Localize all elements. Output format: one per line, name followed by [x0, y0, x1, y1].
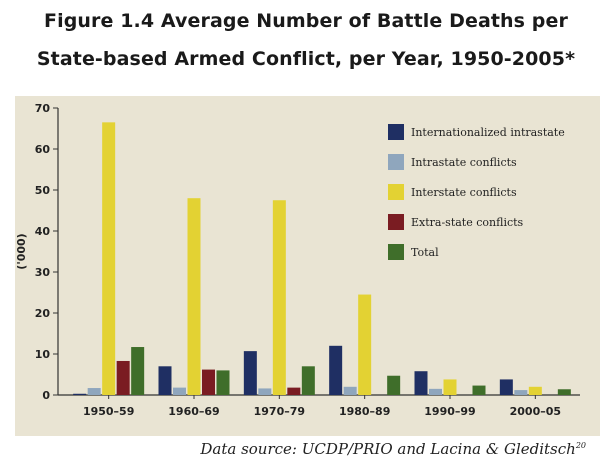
bar-internationalized-intrastate-4 [414, 371, 428, 395]
y-tick-label: 10 [35, 348, 51, 361]
y-tick-label: 50 [35, 184, 51, 197]
data-source-text: Data source: UCDP/PRIO and Lacina & Gled… [200, 440, 576, 458]
bar-total-1 [216, 370, 230, 395]
x-tick-label: 1960–69 [168, 405, 219, 418]
bar-interstate-conflicts-3 [358, 294, 372, 395]
x-tick-label: 1990–99 [424, 405, 475, 418]
chart-title-line-1: Figure 1.4 Average Number of Battle Deat… [44, 10, 568, 32]
legend-label: Interstate conflicts [411, 186, 517, 199]
bar-internationalized-intrastate-3 [329, 345, 343, 395]
legend-label: Intrastate conflicts [411, 156, 517, 169]
legend-label: Total [411, 246, 439, 259]
bar-interstate-conflicts-2 [272, 200, 286, 395]
legend-label: Extra-state conflicts [411, 216, 524, 229]
legend-swatch [388, 244, 404, 260]
bar-interstate-conflicts-5 [528, 386, 542, 395]
chart-title-line-2: State-based Armed Conflict, per Year, 19… [36, 48, 576, 70]
data-source-footnote: 20 [575, 441, 586, 450]
bar-internationalized-intrastate-5 [499, 379, 513, 395]
bar-total-5 [557, 389, 571, 395]
bar-intrastate-conflicts-5 [514, 390, 528, 395]
bar-interstate-conflicts-4 [443, 379, 457, 395]
bar-total-0 [131, 347, 145, 395]
bar-internationalized-intrastate-1 [158, 366, 172, 395]
legend-swatch [388, 184, 404, 200]
y-tick-label: 60 [35, 143, 51, 156]
bar-total-2 [301, 366, 315, 395]
bar-extra-state-conflicts-0 [116, 360, 130, 395]
y-tick-label: 30 [35, 266, 51, 279]
x-tick-label: 1950–59 [83, 405, 134, 418]
bar-total-3 [387, 375, 401, 395]
x-tick-label: 1980–89 [339, 405, 390, 418]
bar-intrastate-conflicts-2 [258, 388, 272, 395]
y-axis-label: ('000) [15, 233, 28, 269]
bar-total-4 [472, 385, 486, 395]
bar-intrastate-conflicts-0 [87, 388, 101, 395]
bar-internationalized-intrastate-0 [73, 393, 87, 395]
bar-interstate-conflicts-0 [102, 122, 116, 395]
y-tick-label: 20 [35, 307, 51, 320]
y-tick-label: 70 [35, 102, 51, 115]
y-tick-label: 0 [42, 389, 50, 402]
bar-intrastate-conflicts-4 [429, 388, 442, 395]
bar-intrastate-conflicts-3 [343, 386, 357, 395]
x-tick-label: 1970–79 [254, 405, 305, 418]
data-source-note: Data source: UCDP/PRIO and Lacina & Gled… [200, 440, 586, 458]
x-tick-label: 2000–05 [510, 405, 561, 418]
bar-extra-state-conflicts-2 [287, 387, 301, 395]
legend-label: Internationalized intrastate [411, 126, 565, 139]
bar-extra-state-conflicts-1 [202, 369, 215, 395]
bar-intrastate-conflicts-1 [173, 387, 186, 395]
legend-swatch [388, 154, 404, 170]
bar-internationalized-intrastate-2 [243, 351, 257, 395]
bar-interstate-conflicts-1 [187, 198, 201, 395]
y-tick-label: 40 [35, 225, 51, 238]
legend-swatch [388, 214, 404, 230]
legend-swatch [388, 124, 404, 140]
